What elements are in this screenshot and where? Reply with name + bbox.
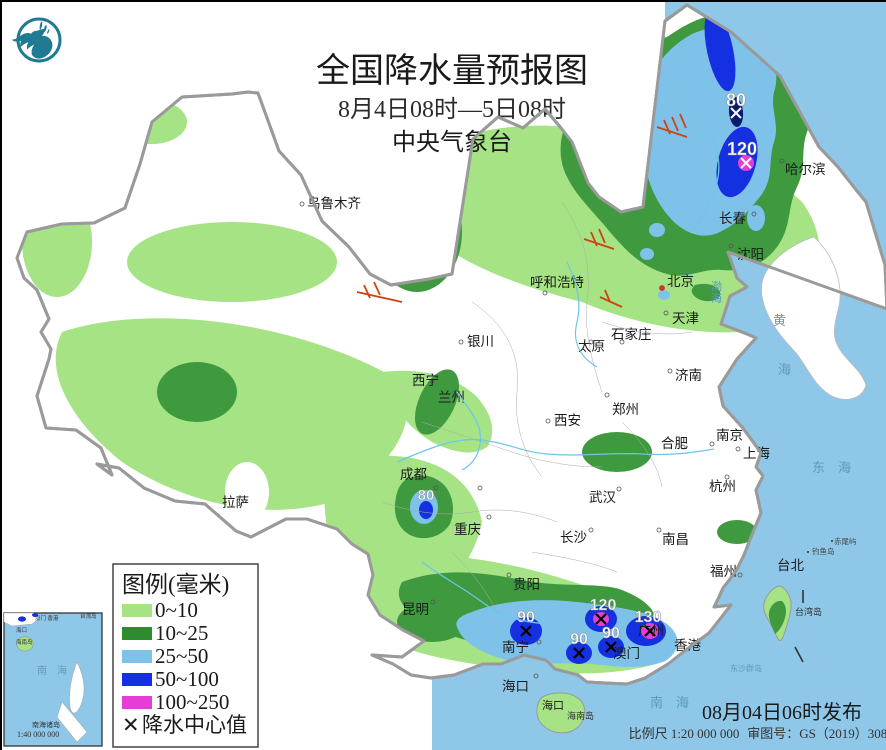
svg-text:✕: ✕	[122, 714, 140, 737]
svg-text:长沙: 长沙	[560, 530, 587, 545]
svg-text:郑州: 郑州	[612, 402, 639, 417]
svg-text:武汉: 武汉	[589, 490, 617, 505]
svg-text:海口: 海口	[542, 698, 564, 712]
svg-text:北京: 北京	[667, 274, 694, 289]
svg-text:重庆: 重庆	[454, 522, 481, 537]
svg-text:赤尾屿: 赤尾屿	[834, 537, 857, 546]
svg-text:呼和浩特: 呼和浩特	[530, 275, 584, 290]
svg-text:西安: 西安	[554, 413, 581, 428]
svg-text:台湾岛: 台湾岛	[80, 612, 97, 620]
svg-text:80: 80	[418, 487, 435, 504]
svg-text:海口: 海口	[16, 626, 27, 634]
svg-text:100~250: 100~250	[155, 690, 229, 714]
svg-text:南海诸岛: 南海诸岛	[32, 720, 60, 729]
svg-text:海南岛: 海南岛	[567, 710, 594, 721]
svg-text:台湾岛: 台湾岛	[795, 606, 822, 617]
svg-text:南昌: 南昌	[662, 532, 689, 547]
svg-text:南宁: 南宁	[502, 639, 529, 655]
svg-text:钓鱼岛: 钓鱼岛	[812, 546, 835, 556]
svg-text:0~10: 0~10	[155, 598, 198, 622]
svg-text:杭州: 杭州	[709, 479, 736, 494]
svg-text:90: 90	[570, 631, 588, 648]
svg-text:海: 海	[778, 362, 791, 377]
svg-text:图例(毫米): 图例(毫米)	[122, 572, 229, 597]
svg-text:海口: 海口	[502, 679, 529, 694]
svg-text:海: 海	[711, 291, 722, 305]
svg-text:90: 90	[517, 609, 535, 626]
svg-text:南 海: 南 海	[650, 695, 689, 710]
svg-text:澎门 香港: 澎门 香港	[35, 614, 59, 622]
svg-text:90: 90	[602, 625, 620, 642]
svg-text:银川: 银川	[467, 334, 494, 349]
svg-text:50~100: 50~100	[155, 667, 219, 691]
svg-text:南京: 南京	[716, 428, 743, 443]
svg-text:哈尔滨: 哈尔滨	[785, 162, 826, 177]
svg-text:太原: 太原	[578, 339, 605, 354]
svg-text:25~50: 25~50	[155, 644, 208, 668]
svg-text:审图号：GS（2019）3082号: 审图号：GS（2019）3082号	[747, 726, 886, 741]
svg-text:中央气象台: 中央气象台	[392, 129, 512, 156]
svg-text:合肥: 合肥	[661, 436, 688, 451]
svg-text:长春: 长春	[719, 211, 747, 226]
svg-text:成都: 成都	[400, 467, 427, 482]
svg-text:全国降水量预报图: 全国降水量预报图	[316, 52, 588, 90]
svg-text:80: 80	[726, 90, 746, 110]
svg-text:昆明: 昆明	[402, 602, 429, 617]
svg-text:台北: 台北	[777, 558, 805, 573]
svg-text:08月04日06时发布: 08月04日06时发布	[702, 701, 862, 724]
svg-text:黄: 黄	[773, 313, 786, 328]
svg-text:济南: 济南	[675, 368, 702, 383]
svg-text:石家庄: 石家庄	[611, 326, 652, 342]
svg-text:西宁: 西宁	[412, 372, 439, 388]
svg-text:澳门: 澳门	[613, 646, 640, 661]
svg-text:天津: 天津	[672, 311, 699, 326]
svg-text:1:40 000 000: 1:40 000 000	[17, 730, 59, 739]
svg-text:拉萨: 拉萨	[222, 495, 249, 510]
svg-text:降水中心值: 降水中心值	[142, 713, 247, 737]
svg-text:130: 130	[635, 609, 662, 626]
svg-text:南 海: 南 海	[37, 664, 67, 677]
svg-text:渤: 渤	[711, 280, 722, 293]
svg-text:120: 120	[590, 597, 617, 614]
svg-text:10~25: 10~25	[155, 621, 208, 645]
svg-text:比例尺 1:20 000 000: 比例尺 1:20 000 000	[629, 726, 740, 741]
svg-text:东沙群岛: 东沙群岛	[730, 663, 762, 673]
svg-text:贵阳: 贵阳	[513, 577, 540, 592]
svg-text:海南岛: 海南岛	[16, 638, 33, 646]
svg-text:东 海: 东 海	[812, 460, 851, 475]
svg-text:120: 120	[727, 139, 757, 159]
